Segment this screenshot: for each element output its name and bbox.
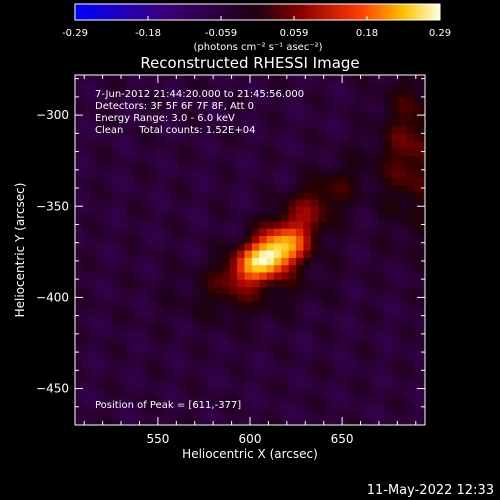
- annotation-detectors: Detectors: 3F 5F 6F 7F 8F, Att 0: [95, 101, 254, 112]
- colorbar-tick-label: 0.059: [280, 28, 309, 39]
- axes-ticks: 550 600 650 −300 −350 −400 −450: [36, 75, 425, 446]
- colorbar-tick-label: -0.059: [205, 28, 237, 39]
- colorbar-units: (photons cm⁻² s⁻¹ asec⁻²): [193, 42, 322, 53]
- y-tick-label: −300: [36, 108, 69, 122]
- colorbar-tick-label: 0.18: [356, 28, 378, 39]
- y-tick-label: −350: [36, 199, 69, 213]
- annotation-energy-range: Energy Range: 3.0 - 6.0 keV: [95, 113, 235, 124]
- annotation-clean-counts: Clean Total counts: 1.52E+04: [95, 125, 255, 136]
- y-tick-label: −450: [36, 382, 69, 396]
- colorbar-ticks: [74, 16, 441, 20]
- heatmap-image: [75, 75, 425, 425]
- x-tick-label: 550: [146, 432, 169, 446]
- x-tick-label: 600: [239, 432, 262, 446]
- chart-title: Reconstructed RHESSI Image: [140, 54, 359, 72]
- annotation-time-range: 7-Jun-2012 21:44:20.000 to 21:45:56.000: [95, 89, 304, 100]
- x-axis-label: Heliocentric X (arcsec): [182, 447, 318, 461]
- peak-position-label: Position of Peak = [611,-377]: [95, 400, 241, 411]
- colorbar: [74, 3, 441, 21]
- colorbar-tick-label: -0.18: [135, 28, 161, 39]
- colorbar-tick-label: 0.29: [429, 28, 451, 39]
- x-tick-label: 650: [331, 432, 354, 446]
- colorbar-tick-label: -0.29: [62, 28, 88, 39]
- y-tick-label: −400: [36, 290, 69, 304]
- render-timestamp: 11-May-2022 12:33: [367, 483, 494, 498]
- y-axis-label: Heliocentric Y (arcsec): [13, 183, 27, 318]
